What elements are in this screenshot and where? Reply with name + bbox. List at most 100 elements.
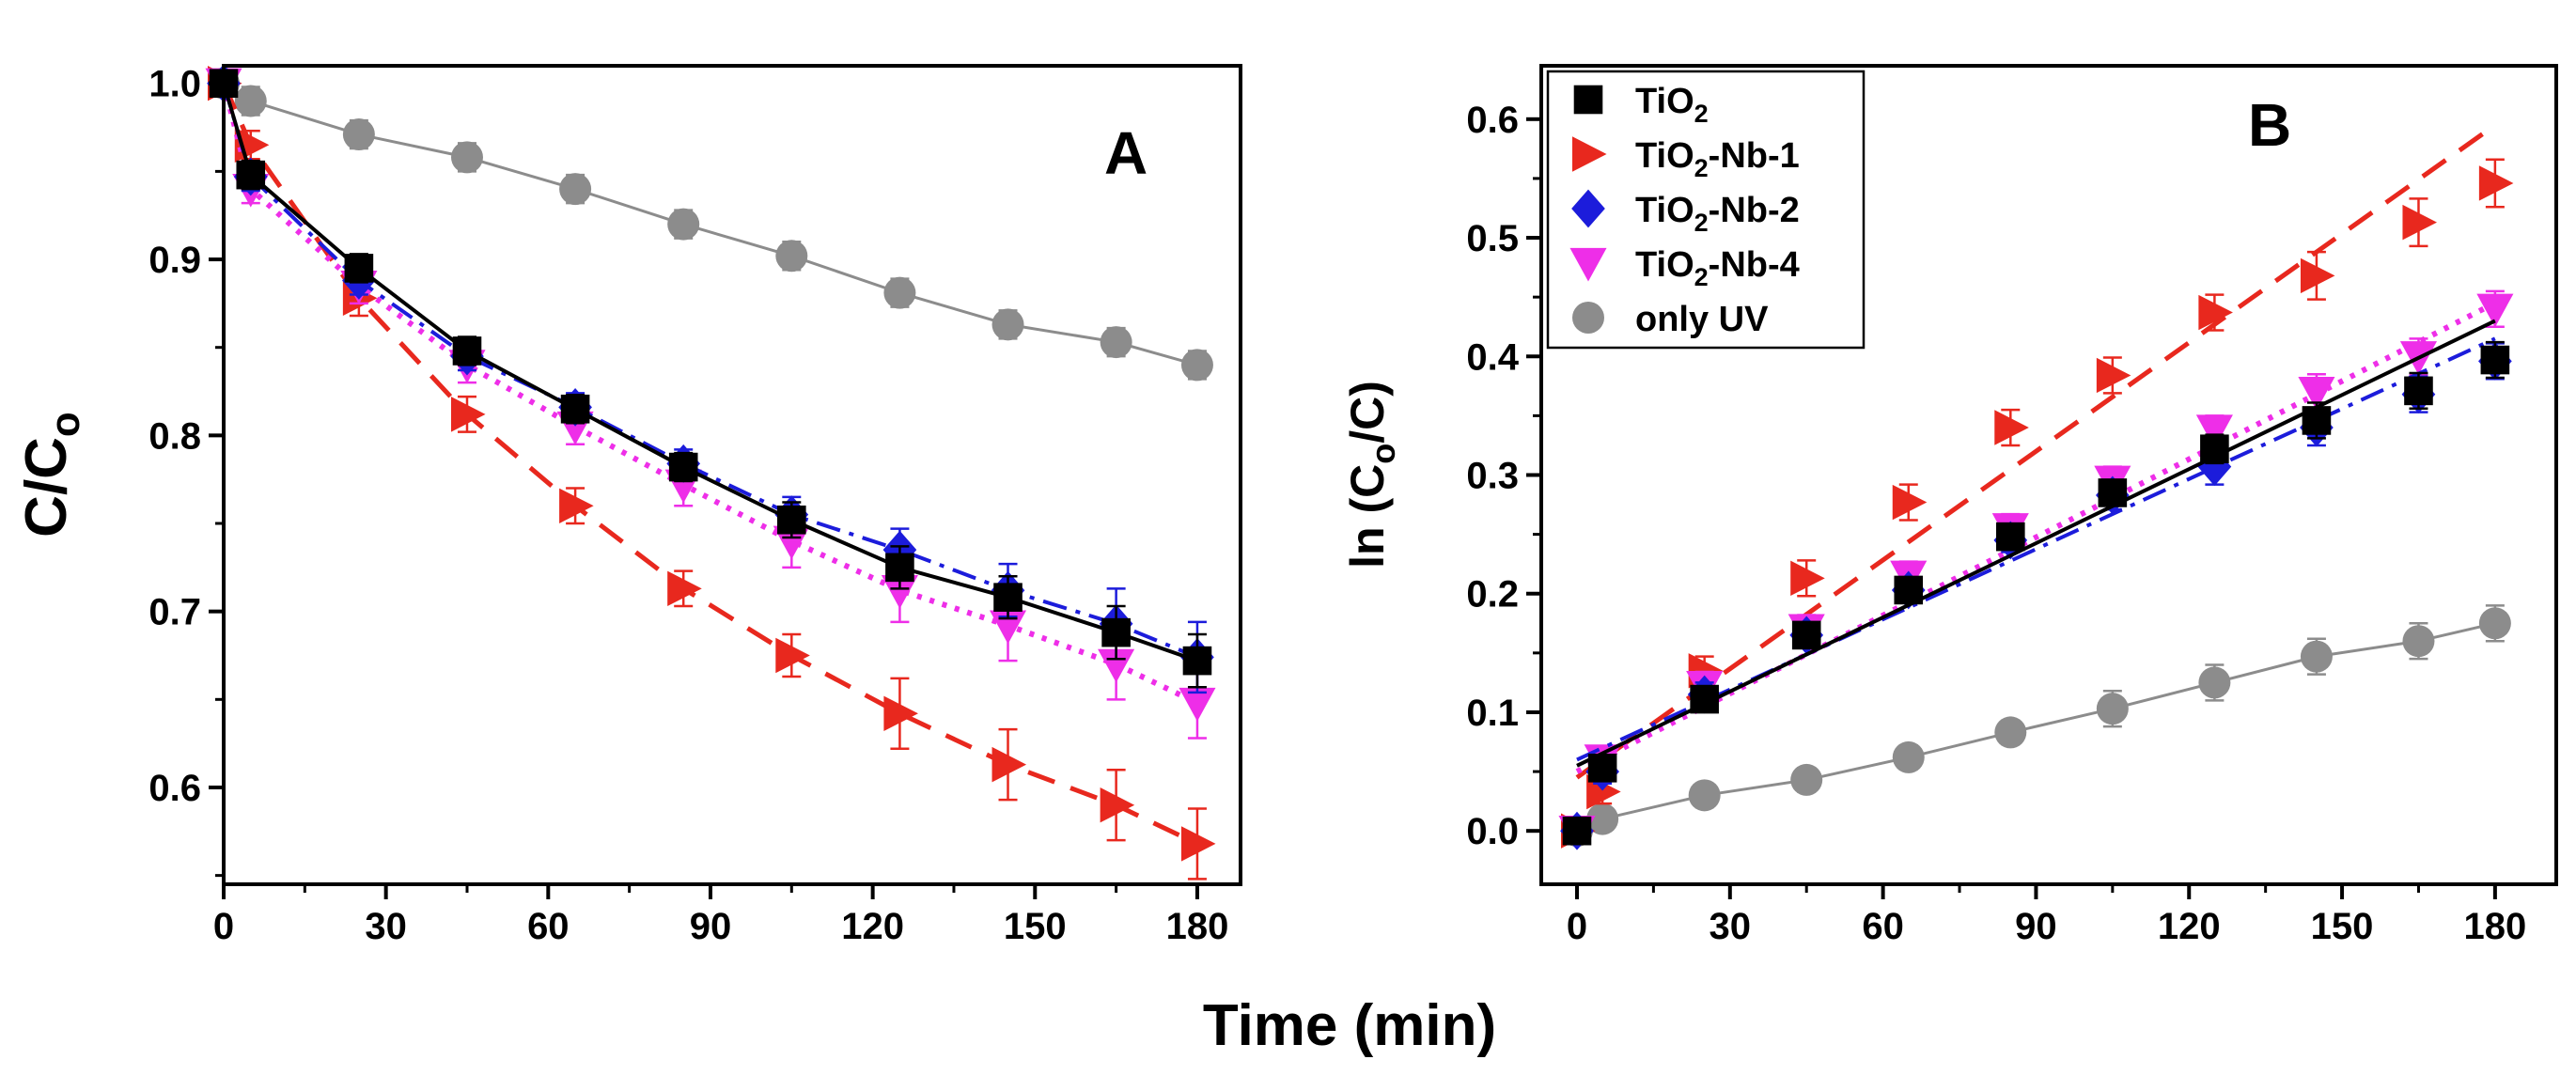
panel-a: 0 30 60 90 120 150 180 0.6 0.7 0.8 0.9 1.0 A C/Co: [14, 64, 1242, 947]
data-point-tio2: [2404, 376, 2433, 406]
data-point-tio2: [1101, 617, 1131, 647]
data-point-tio2-nb-1: [450, 397, 486, 432]
data-point-tio2-nb-4: [881, 575, 918, 609]
data-point-only-uv: [234, 85, 267, 117]
y-tick-label: 0.3: [1466, 456, 1519, 497]
x-tick-label: 90: [2015, 906, 2057, 947]
data-point-only-uv: [450, 141, 483, 174]
x-tick-label: 180: [2463, 906, 2526, 947]
series-only-uv: [1560, 604, 2511, 848]
data-point-tio2: [2480, 345, 2510, 375]
data-point-tio2-nb-1: [2402, 204, 2438, 241]
data-point-tio2: [1995, 522, 2025, 552]
data-point-tio2-nb-1: [667, 570, 702, 607]
data-point-only-uv: [2300, 640, 2333, 673]
fit-line-tio2: [1576, 319, 2496, 768]
legend-marker-tio2-nb-4: [1569, 247, 1607, 282]
data-point-tio2-nb-4: [1098, 648, 1135, 683]
data-point-tio2-nb-1: [1180, 826, 1216, 862]
data-point-tio2: [1182, 646, 1212, 676]
data-point-tio2-nb-1: [883, 695, 918, 732]
data-point-tio2-nb-1: [559, 488, 594, 523]
x-tick-label: 180: [1166, 906, 1229, 947]
data-point-tio2: [1587, 753, 1617, 783]
series-tio2-nb-2: [1560, 336, 2512, 850]
panel-b-ylabel: ln (Co/C): [1341, 381, 1402, 569]
data-point-only-uv: [883, 276, 916, 309]
panel-a-ylabel: C/Co: [14, 412, 88, 538]
panel-a-frame: [222, 64, 1242, 886]
data-point-only-uv: [1100, 326, 1132, 359]
y-tick-label: 0.8: [148, 415, 201, 457]
data-point-only-uv: [1688, 779, 1721, 812]
y-tick-label: 0.2: [1466, 574, 1519, 616]
y-tick-label: 1.0: [148, 64, 201, 105]
series-only-uv: [208, 67, 1213, 382]
data-point-tio2: [344, 254, 374, 283]
data-point-tio2: [668, 452, 698, 482]
x-tick-label: 0: [1567, 906, 1587, 947]
series-tio2-nb-2: [207, 64, 1214, 694]
data-point-tio2-nb-1: [1100, 787, 1135, 823]
data-point-tio2-nb-1: [2478, 165, 2514, 201]
x-tick-label: 60: [1862, 906, 1904, 947]
data-point-only-uv: [991, 308, 1024, 341]
x-tick-label: 150: [1004, 906, 1067, 947]
data-point-only-uv: [775, 240, 808, 273]
data-point-only-uv: [559, 173, 592, 206]
data-point-tio2: [2098, 478, 2128, 507]
x-tick-label: 90: [690, 906, 732, 947]
data-point-tio2-nb-1: [1892, 484, 1928, 521]
legend: TiO2 TiO2-Nb-1 TiO2-Nb-2 TiO2-Nb-4 only UV: [1546, 70, 1866, 350]
legend-marker-only-uv: [1572, 302, 1604, 334]
panel-a-axes: 0 30 60 90 120 150 180 0.6 0.7 0.8 0.9 1.0: [148, 64, 1228, 947]
data-point-only-uv: [2096, 693, 2129, 725]
data-point-tio2: [452, 336, 482, 366]
y-tick-label: 0.6: [148, 768, 201, 809]
x-axis-title: Time (min): [1203, 993, 1496, 1058]
y-tick-label: 0.1: [1466, 693, 1519, 734]
data-point-tio2: [2302, 406, 2332, 435]
panel-b-plot-area: [1558, 123, 2514, 850]
series-line-tio2: [222, 83, 1198, 663]
legend-item-only-uv: only UV: [1572, 300, 1769, 339]
panel-b-axes: 0 30 60 90 120 150 180 0.0 0.1 0.2 0.3 0.4 0.5 0.6: [1466, 100, 2526, 947]
data-point-tio2: [1562, 816, 1592, 846]
x-tick-label: 120: [841, 906, 904, 947]
data-point-tio2-nb-4: [2298, 376, 2335, 411]
legend-label-tio2-nb-1: TiO2-Nb-1: [1635, 136, 1800, 182]
data-point-tio2-nb-4: [2476, 293, 2514, 328]
series-tio2-nb-4: [1558, 289, 2514, 849]
data-point-only-uv: [2198, 666, 2231, 699]
series-tio2: [209, 69, 1212, 689]
data-point-only-uv: [1586, 803, 1619, 835]
y-tick-label: 0.0: [1466, 811, 1519, 852]
data-point-only-uv: [2402, 625, 2435, 658]
legend-label-tio2-nb-2: TiO2-Nb-2: [1635, 191, 1800, 237]
data-point-tio2-nb-4: [2195, 414, 2233, 449]
data-point-tio2-nb-1: [2300, 257, 2335, 294]
x-tick-label: 120: [2158, 906, 2221, 947]
y-tick-label: 0.7: [148, 592, 201, 633]
legend-marker-tio2: [1573, 85, 1603, 115]
data-point-tio2-nb-1: [775, 637, 810, 674]
data-point-tio2: [1791, 620, 1821, 650]
data-point-only-uv: [2478, 607, 2511, 640]
series-tio2-nb-1: [208, 66, 1216, 881]
data-point-tio2: [1894, 575, 1924, 605]
data-point-tio2: [236, 160, 266, 190]
y-tick-label: 0.9: [148, 240, 201, 281]
y-tick-label: 0.6: [1466, 100, 1519, 141]
data-point-tio2-nb-1: [2198, 294, 2233, 331]
data-point-tio2: [1690, 684, 1719, 714]
data-point-tio2-nb-1: [1790, 560, 1825, 597]
data-point-only-uv: [1790, 763, 1823, 796]
data-point-only-uv: [1892, 740, 1925, 773]
legend-item-tio2-nb-4: TiO2-Nb-4: [1569, 245, 1800, 291]
legend-marker-tio2-nb-2: [1571, 189, 1605, 228]
data-point-only-uv: [342, 118, 375, 151]
data-point-tio2: [777, 505, 806, 535]
panel-a-label: A: [1104, 119, 1147, 187]
data-point-tio2-nb-1: [2096, 357, 2131, 394]
